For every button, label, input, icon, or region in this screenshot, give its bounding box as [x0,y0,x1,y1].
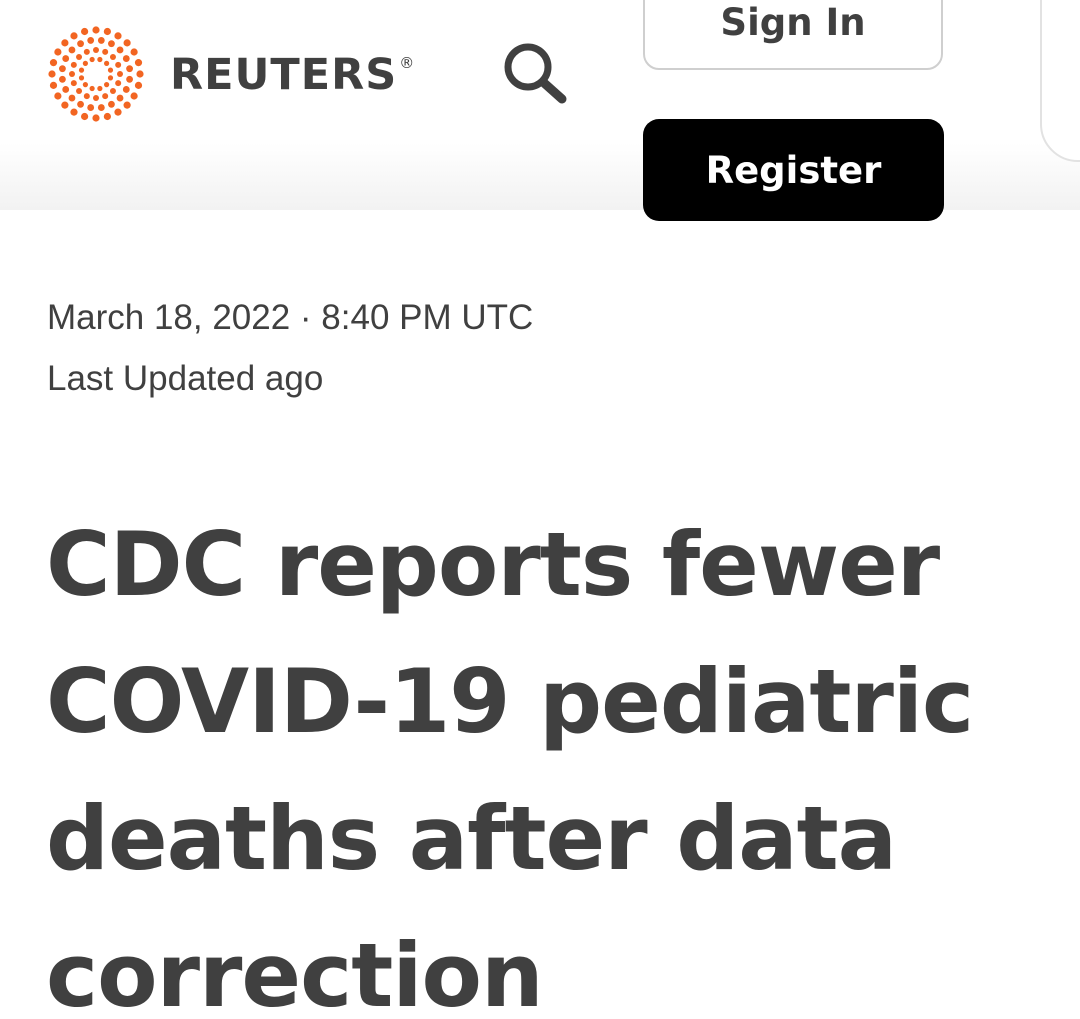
article-date: March 18, 2022 · 8:40 PM UTC [47,298,534,337]
site-header: REUTERS ® Sign In Register [0,0,1080,221]
article-headline: CDC reports fewer COVID-19 pediatric dea… [46,513,974,1019]
reuters-logo[interactable]: REUTERS ® [46,24,415,124]
register-button[interactable]: Register [643,119,944,221]
brand-wordmark: REUTERS ® [170,53,416,97]
search-icon[interactable] [500,40,570,106]
sign-in-button[interactable]: Sign In [643,0,943,70]
side-panel[interactable] [1040,0,1080,162]
reuters-dots-icon [48,26,144,122]
brand-name: REUTERS [170,49,398,100]
last-updated: Last Updated ago [47,359,324,398]
register-label: Register [705,148,882,192]
article-meta: March 18, 2022 · 8:40 PM UTC Last Update… [47,287,533,409]
registered-mark: ® [399,53,416,72]
sign-in-label: Sign In [720,1,866,44]
